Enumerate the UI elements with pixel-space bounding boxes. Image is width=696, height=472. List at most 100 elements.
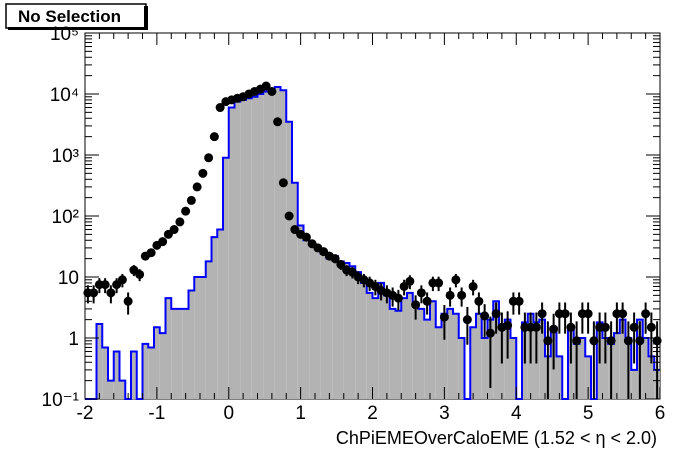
point-marker <box>336 260 346 270</box>
histogram-bin <box>102 347 108 399</box>
data-point <box>439 305 449 340</box>
histogram-bin <box>188 290 195 399</box>
x-axis-label: ChPiEMEOverCaloEME (1.52 < η < 2.0) <box>336 428 657 448</box>
data-point <box>468 279 478 296</box>
data-point <box>416 285 426 304</box>
point-marker <box>549 324 559 334</box>
data-point <box>169 225 179 235</box>
histogram-bin <box>395 310 402 399</box>
histogram-bin <box>309 243 315 399</box>
data-point <box>566 312 576 364</box>
y-tick-label: 10 <box>58 268 79 289</box>
histogram-bin <box>274 87 281 400</box>
point-marker <box>186 195 196 205</box>
point-marker <box>623 336 633 346</box>
data-point <box>100 278 110 294</box>
histogram-title: No Selection <box>18 7 121 26</box>
point-marker <box>439 312 449 322</box>
histogram-bin <box>619 319 626 399</box>
histogram-bin <box>579 338 586 399</box>
histogram-bin <box>320 253 327 399</box>
point-marker <box>146 248 156 258</box>
x-tick-label: 4 <box>511 403 522 424</box>
data-point <box>623 321 633 399</box>
data-point <box>606 321 616 399</box>
points-layer <box>83 81 662 399</box>
data-point <box>480 304 490 338</box>
data-point <box>106 285 116 304</box>
histogram-bin <box>355 272 361 399</box>
histogram-bin <box>211 237 218 399</box>
data-point <box>572 321 582 399</box>
point-marker <box>198 168 208 178</box>
data-point <box>215 103 225 113</box>
point-marker <box>646 322 656 332</box>
point-marker <box>284 211 294 221</box>
data-point <box>405 275 415 290</box>
data-point <box>284 211 294 221</box>
data-point <box>336 260 346 270</box>
data-point <box>635 321 645 399</box>
point-marker <box>278 178 288 188</box>
point-marker <box>480 311 490 321</box>
data-point <box>273 117 283 127</box>
data-point <box>158 237 168 247</box>
point-marker <box>100 280 110 290</box>
data-point <box>186 195 196 205</box>
point-marker <box>445 290 455 300</box>
y-tick-label: 10² <box>52 207 79 228</box>
data-point <box>543 321 553 399</box>
point-marker <box>330 254 340 264</box>
histogram-bin <box>349 266 356 399</box>
histogram-bin <box>315 247 321 399</box>
histogram-bin <box>171 308 177 399</box>
x-tick-label: 2 <box>367 403 378 424</box>
histogram-bin <box>470 327 476 399</box>
histogram-bin <box>389 308 396 399</box>
histogram-bin <box>372 298 379 399</box>
point-marker <box>543 336 553 346</box>
y-tick-label: 10⁻¹ <box>42 390 80 411</box>
data-point <box>560 302 570 334</box>
point-marker <box>106 288 116 298</box>
histogram-bin <box>113 351 120 399</box>
histogram-bin <box>447 308 453 399</box>
point-marker <box>451 275 461 285</box>
histogram-bin <box>223 157 229 399</box>
data-point <box>209 132 219 142</box>
point-marker <box>416 288 426 298</box>
y-tick-label: 10⁴ <box>50 85 79 106</box>
y-tick-label: 1 <box>68 329 79 350</box>
histogram-bin <box>234 101 241 399</box>
point-marker <box>181 206 191 216</box>
y-tick-label: 10³ <box>52 146 79 167</box>
x-tick-label: 0 <box>223 403 234 424</box>
point-marker <box>273 117 283 127</box>
data-point <box>192 182 202 192</box>
histogram-bin <box>108 380 114 399</box>
point-marker <box>641 309 651 319</box>
histogram-bin <box>326 258 333 399</box>
histogram-bin <box>585 356 591 399</box>
histogram-bin <box>292 182 298 399</box>
data-point <box>434 276 444 292</box>
histogram-bin <box>493 301 499 399</box>
data-point <box>198 168 208 178</box>
histogram-bin <box>510 338 517 399</box>
point-marker <box>175 217 185 227</box>
data-point <box>474 292 484 315</box>
x-tick-label: 1 <box>295 403 306 424</box>
histogram-bin <box>148 347 154 399</box>
data-point <box>117 273 127 288</box>
data-point <box>278 178 288 188</box>
histogram-bin <box>119 380 126 399</box>
histogram-bin <box>424 319 430 399</box>
histogram-bin <box>194 277 200 399</box>
histogram-bin <box>142 343 149 399</box>
point-marker <box>583 309 593 319</box>
point-marker <box>434 278 444 288</box>
data-point <box>537 302 547 334</box>
point-marker <box>209 132 219 142</box>
data-point <box>629 312 639 364</box>
histogram-bin <box>205 261 212 399</box>
